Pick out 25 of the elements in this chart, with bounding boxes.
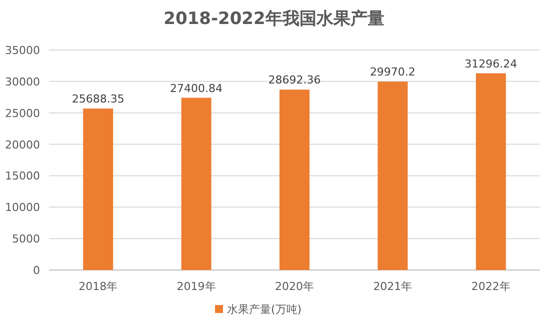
bar	[181, 98, 212, 270]
bar	[280, 90, 310, 270]
y-tick-label: 10000	[5, 201, 40, 214]
bar	[378, 82, 408, 270]
legend-label: 水果产量(万吨)	[227, 303, 302, 316]
y-tick-label: 20000	[5, 138, 40, 152]
data-label: 25688.35	[72, 92, 124, 106]
data-label: 29970.2	[370, 66, 416, 79]
x-tick-label: 2018年	[78, 280, 118, 293]
y-tick-label: 25000	[5, 106, 40, 120]
y-tick-label: 35000	[5, 44, 40, 57]
y-tick-label: 5000	[12, 232, 40, 246]
bar	[476, 73, 506, 270]
y-tick-label: 15000	[5, 170, 40, 183]
x-tick-label: 2022年	[471, 280, 510, 293]
y-tick-label: 30000	[5, 75, 40, 88]
data-label: 27400.84	[170, 82, 223, 95]
data-label: 31296.24	[464, 57, 518, 70]
x-tick-label: 2021年	[373, 280, 412, 293]
x-tick-label: 2019年	[176, 280, 216, 293]
chart-title: 2018-2022年我国水果产量	[164, 9, 384, 29]
y-tick-label: 0	[33, 264, 40, 277]
x-tick-label: 2020年	[275, 280, 314, 293]
bar	[83, 108, 114, 270]
data-label: 28692.36	[268, 74, 321, 87]
